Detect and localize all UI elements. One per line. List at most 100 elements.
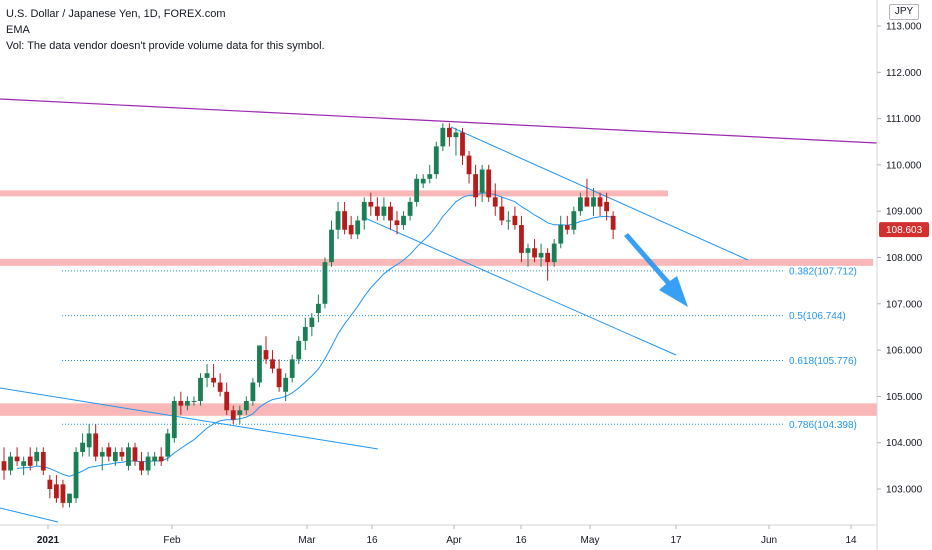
channel-upper-line <box>450 126 749 261</box>
candle-body <box>263 350 269 360</box>
candle-body <box>401 215 406 226</box>
candle <box>335 201 341 239</box>
candle <box>263 336 269 364</box>
candle-body <box>198 377 203 402</box>
candle-body <box>394 220 400 226</box>
candle-body <box>466 155 472 175</box>
candle <box>342 201 347 235</box>
candle-body <box>519 225 524 253</box>
candle-body <box>447 127 452 138</box>
candle <box>296 336 302 364</box>
ema-indicator-label[interactable]: EMA <box>6 24 30 36</box>
candle <box>361 197 367 230</box>
candle-body <box>453 132 459 138</box>
candle-body <box>1 461 7 471</box>
purple-trendline <box>0 98 878 144</box>
candle <box>217 373 223 397</box>
candle <box>178 391 184 415</box>
candle-body <box>499 206 505 221</box>
candle-body <box>204 373 210 378</box>
candle-body <box>414 178 420 202</box>
candle <box>237 405 243 425</box>
time-tick-label: May <box>581 535 600 546</box>
candle <box>191 396 197 406</box>
candle <box>119 447 125 462</box>
candle <box>433 141 439 179</box>
candle <box>322 257 328 309</box>
price-tick-label: 111.000 <box>886 114 921 125</box>
support-resistance-zones <box>0 190 877 416</box>
candle-body <box>171 401 177 439</box>
candle <box>460 127 465 165</box>
candle <box>499 197 505 226</box>
candle <box>486 164 492 202</box>
candle <box>329 220 334 267</box>
candle <box>348 215 354 239</box>
candle-body <box>80 442 85 452</box>
candle-body <box>407 201 413 216</box>
candle <box>276 359 282 392</box>
candle-body <box>433 146 439 175</box>
candle <box>564 215 570 235</box>
candle <box>578 192 583 216</box>
time-tick-label: 2021 <box>37 535 60 546</box>
price-tick-label: 108.000 <box>886 253 923 264</box>
time-tick-label: 14 <box>845 535 857 546</box>
candle <box>532 238 537 263</box>
candle-body <box>473 174 478 198</box>
price-tick-label: 104.000 <box>886 438 923 449</box>
candle-body <box>381 206 387 216</box>
candle-body <box>145 456 151 471</box>
candle-body <box>211 377 216 383</box>
candle-body <box>191 401 197 403</box>
time-tick-label: 16 <box>366 535 378 546</box>
candle-body <box>420 178 426 184</box>
candle-body <box>230 410 236 420</box>
candle <box>145 451 151 476</box>
candle <box>374 197 380 221</box>
candle-body <box>427 174 433 179</box>
candle <box>512 206 518 230</box>
symbol-title[interactable]: U.S. Dollar / Japanese Yen, 1D, FOREX.co… <box>6 8 226 20</box>
candle <box>257 345 262 388</box>
chart-legend: U.S. Dollar / Japanese Yen, 1D, FOREX.co… <box>6 6 325 54</box>
volume-note: Vol: The data vendor doesn't provide vol… <box>6 40 325 52</box>
candle <box>185 396 190 411</box>
candle-body <box>289 359 295 378</box>
time-tick-label: Feb <box>163 535 181 546</box>
candle <box>289 354 295 383</box>
candle-body <box>316 303 321 314</box>
candle-body <box>296 340 302 360</box>
candle <box>93 424 99 462</box>
currency-badge[interactable]: JPY <box>889 4 919 20</box>
price-tick-label: 112.000 <box>886 68 922 79</box>
candle <box>394 211 400 235</box>
candle-body <box>597 197 603 207</box>
candle-body <box>60 484 66 503</box>
candle <box>414 174 420 207</box>
candle-body <box>604 201 609 212</box>
candle <box>597 192 603 216</box>
candle <box>479 164 485 202</box>
candle-body <box>158 456 164 462</box>
candle <box>571 206 577 235</box>
candle-body <box>374 206 380 216</box>
candle-body <box>40 451 46 471</box>
candle <box>270 350 275 374</box>
fib-level-label: 0.382(107.712) <box>789 266 857 277</box>
horizontal-zone <box>0 258 873 266</box>
candle-body <box>132 447 138 462</box>
down-arrow-icon[interactable] <box>624 233 688 307</box>
candle-body <box>610 215 616 230</box>
candle-body <box>479 169 485 193</box>
candle <box>604 192 609 221</box>
candle <box>492 183 498 216</box>
trend-lines[interactable] <box>0 98 878 523</box>
candle-body <box>47 479 53 489</box>
candle <box>519 215 524 263</box>
candle <box>224 382 230 415</box>
candle-body <box>355 220 361 235</box>
candle-body <box>329 229 334 263</box>
